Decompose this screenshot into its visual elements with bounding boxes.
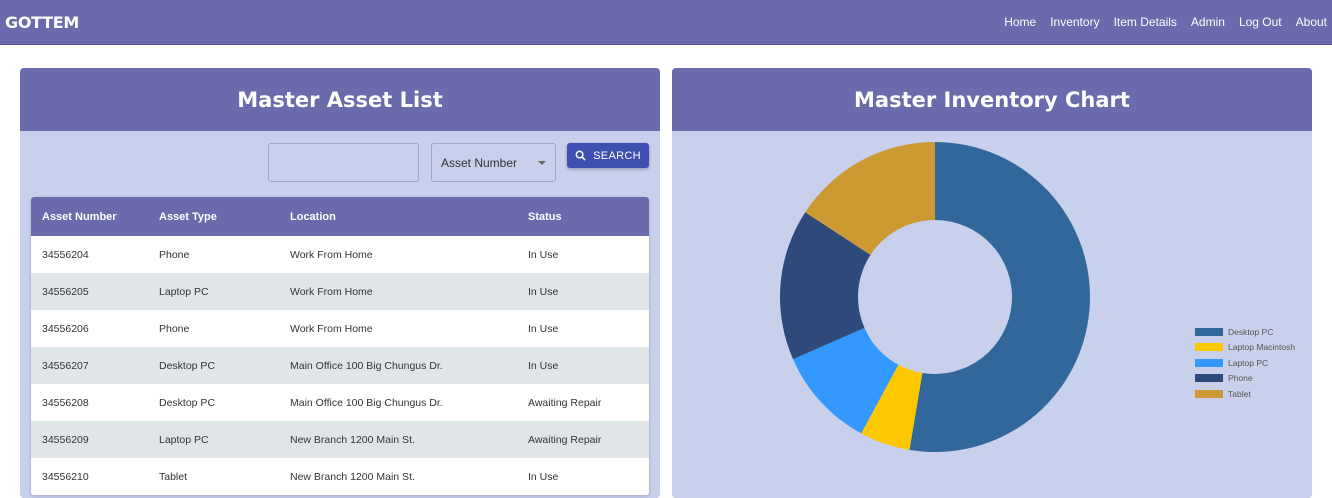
cell-status: Awaiting Repair (528, 433, 602, 446)
cell-asset-number: 34556207 (42, 359, 89, 372)
cell-location: Main Office 100 Big Chungus Dr. (290, 359, 443, 372)
donut-slice-laptop-macintosh[interactable] (861, 364, 923, 450)
cell-location: New Branch 1200 Main St. (290, 470, 415, 483)
legend-item-desktop-pc[interactable]: Desktop PC (1195, 324, 1295, 340)
nav-inventory[interactable]: Inventory (1050, 15, 1100, 29)
asset-list-panel: Master Asset List Asset Number SEARCH As… (20, 68, 660, 498)
cell-asset-type: Tablet (159, 470, 188, 483)
nav-item-details[interactable]: Item Details (1113, 15, 1177, 29)
cell-status: In Use (528, 285, 559, 298)
search-button-label: SEARCH (593, 149, 641, 162)
cell-location: New Branch 1200 Main St. (290, 433, 415, 446)
cell-asset-number: 34556204 (42, 248, 89, 261)
cell-asset-number: 34556208 (42, 396, 89, 409)
cell-location: Work From Home (290, 322, 373, 335)
caret-down-icon (538, 161, 546, 165)
search-field-select[interactable]: Asset Number (431, 143, 556, 182)
legend-swatch (1195, 374, 1223, 383)
asset-list-title: Master Asset List (20, 68, 660, 131)
cell-status: In Use (528, 470, 559, 483)
search-button[interactable]: SEARCH (567, 143, 649, 168)
cell-location: Work From Home (290, 285, 373, 298)
donut-chart: Desktop PC Laptop Macintosh Laptop PC Ph… (672, 131, 1312, 498)
legend-label: Phone (1228, 373, 1253, 384)
nav-about[interactable]: About (1295, 15, 1327, 29)
cell-status: Awaiting Repair (528, 396, 602, 409)
cell-asset-type: Phone (159, 248, 190, 261)
cell-asset-number: 34556206 (42, 322, 89, 335)
donut-chart-svg (780, 142, 1090, 452)
legend-label: Laptop PC (1228, 357, 1269, 368)
table-row[interactable]: 34556204 Phone Work From Home In Use (31, 236, 649, 273)
cell-status: In Use (528, 322, 559, 335)
chart-legend: Desktop PC Laptop Macintosh Laptop PC Ph… (1195, 324, 1295, 402)
cell-status: In Use (528, 359, 559, 372)
table-row[interactable]: 34556205 Laptop PC Work From Home In Use (31, 273, 649, 310)
legend-label: Tablet (1228, 388, 1251, 399)
nav-links: Home Inventory Item Details Admin Log Ou… (990, 15, 1327, 29)
legend-label: Desktop PC (1228, 326, 1274, 337)
donut-slice-desktop-pc[interactable] (909, 142, 1090, 452)
legend-label: Laptop Macintosh (1228, 342, 1296, 353)
search-input[interactable] (268, 143, 419, 182)
search-field-select-value: Asset Number (441, 155, 518, 170)
cell-asset-number: 34556210 (42, 470, 89, 483)
cell-location: Main Office 100 Big Chungus Dr. (290, 396, 443, 409)
legend-swatch (1195, 327, 1223, 336)
legend-swatch (1195, 358, 1223, 367)
navbar: GOTTEM Home Inventory Item Details Admin… (0, 0, 1332, 45)
column-asset-type[interactable]: Asset Type (159, 210, 217, 223)
legend-item-phone[interactable]: Phone (1195, 371, 1295, 387)
cell-asset-type: Phone (159, 322, 190, 335)
table-row[interactable]: 34556207 Desktop PC Main Office 100 Big … (31, 347, 649, 384)
asset-table: Asset Number Asset Type Location Status … (31, 197, 649, 495)
donut-slice-laptop-pc[interactable] (793, 327, 899, 434)
legend-swatch (1195, 343, 1223, 352)
donut-slice-tablet[interactable] (805, 142, 935, 255)
search-row: Asset Number SEARCH (20, 143, 660, 183)
cell-asset-number: 34556205 (42, 285, 89, 298)
legend-swatch (1195, 389, 1223, 398)
inventory-chart-panel: Master Inventory Chart Desktop PC Laptop… (672, 68, 1312, 498)
legend-item-tablet[interactable]: Tablet (1195, 386, 1295, 402)
table-row[interactable]: 34556210 Tablet New Branch 1200 Main St.… (31, 458, 649, 495)
cell-location: Work From Home (290, 248, 373, 261)
legend-item-laptop-pc[interactable]: Laptop PC (1195, 355, 1295, 371)
cell-status: In Use (528, 248, 559, 261)
brand-logo[interactable]: GOTTEM (5, 12, 79, 32)
cell-asset-type: Laptop PC (159, 285, 209, 298)
cell-asset-type: Desktop PC (159, 359, 216, 372)
table-header: Asset Number Asset Type Location Status (31, 197, 649, 236)
inventory-chart-title: Master Inventory Chart (672, 68, 1312, 131)
nav-admin[interactable]: Admin (1190, 15, 1225, 29)
column-location[interactable]: Location (290, 210, 336, 223)
legend-item-laptop-macintosh[interactable]: Laptop Macintosh (1195, 340, 1295, 356)
column-asset-number[interactable]: Asset Number (42, 210, 117, 223)
cell-asset-number: 34556209 (42, 433, 89, 446)
nav-log-out[interactable]: Log Out (1238, 15, 1282, 29)
column-status[interactable]: Status (528, 210, 562, 223)
table-row[interactable]: 34556209 Laptop PC New Branch 1200 Main … (31, 421, 649, 458)
donut-slice-phone[interactable] (780, 212, 871, 360)
nav-home[interactable]: Home (1004, 15, 1037, 29)
cell-asset-type: Desktop PC (159, 396, 216, 409)
search-icon (575, 150, 586, 161)
table-row[interactable]: 34556208 Desktop PC Main Office 100 Big … (31, 384, 649, 421)
table-row[interactable]: 34556206 Phone Work From Home In Use (31, 310, 649, 347)
cell-asset-type: Laptop PC (159, 433, 209, 446)
